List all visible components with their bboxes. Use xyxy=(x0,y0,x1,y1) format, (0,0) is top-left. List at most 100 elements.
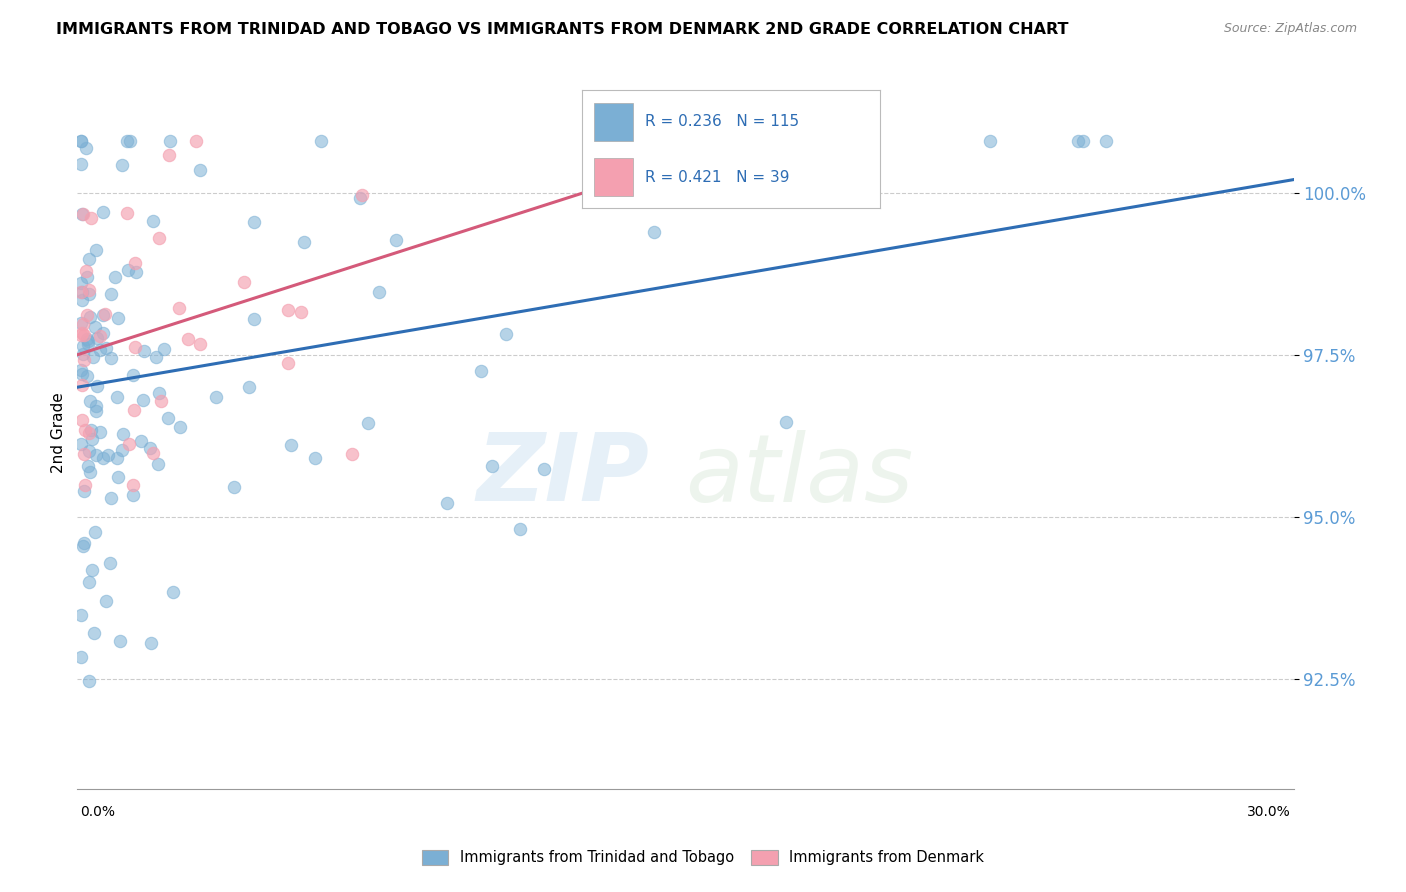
Point xyxy=(162,585,184,599)
Point xyxy=(75,264,97,278)
Point xyxy=(98,556,121,570)
Point xyxy=(91,450,114,465)
Point xyxy=(132,393,155,408)
Point xyxy=(70,650,93,665)
Text: atlas: atlas xyxy=(686,430,914,521)
Point xyxy=(277,356,299,370)
Point xyxy=(169,420,191,434)
Point xyxy=(86,399,108,413)
Point xyxy=(72,484,94,499)
Text: 30.0%: 30.0% xyxy=(1247,805,1291,819)
Point xyxy=(150,394,173,409)
Point xyxy=(280,438,302,452)
Point xyxy=(188,163,211,178)
Point xyxy=(70,134,93,148)
Point xyxy=(118,134,141,148)
Point xyxy=(294,235,316,250)
Point xyxy=(89,425,111,439)
Point xyxy=(821,134,844,148)
Point xyxy=(169,301,191,316)
Point xyxy=(129,434,152,449)
Point xyxy=(86,331,108,345)
Point xyxy=(340,447,363,461)
Point xyxy=(77,336,100,351)
Point xyxy=(495,327,517,342)
Point xyxy=(73,446,96,460)
Point xyxy=(1095,134,1118,148)
Point xyxy=(104,270,127,285)
Point xyxy=(76,369,98,384)
Point xyxy=(100,286,122,301)
Point xyxy=(146,457,169,471)
Point xyxy=(121,368,143,382)
Point xyxy=(84,319,107,334)
Point xyxy=(79,394,101,409)
Point xyxy=(70,316,93,330)
Point xyxy=(97,448,120,462)
Point xyxy=(80,211,103,225)
Point xyxy=(350,188,373,202)
Point xyxy=(72,536,94,550)
Point xyxy=(70,413,93,427)
Point xyxy=(159,134,181,148)
Y-axis label: 2nd Grade: 2nd Grade xyxy=(51,392,66,473)
Point xyxy=(76,332,98,346)
Point xyxy=(72,368,94,382)
Point xyxy=(70,437,93,451)
Point xyxy=(72,339,94,353)
Point xyxy=(72,346,94,360)
Point xyxy=(188,337,211,351)
Text: IMMIGRANTS FROM TRINIDAD AND TOBAGO VS IMMIGRANTS FROM DENMARK 2ND GRADE CORRELA: IMMIGRANTS FROM TRINIDAD AND TOBAGO VS I… xyxy=(56,22,1069,37)
Point xyxy=(139,636,162,650)
Point xyxy=(70,607,93,622)
Point xyxy=(70,362,93,376)
Point xyxy=(309,134,332,148)
Point xyxy=(124,256,146,270)
Point xyxy=(77,458,100,473)
Point xyxy=(77,283,100,297)
Point xyxy=(72,539,94,553)
Point xyxy=(384,233,406,247)
Point xyxy=(79,287,101,301)
Point xyxy=(82,351,104,365)
Point xyxy=(100,491,122,505)
Point xyxy=(233,275,256,289)
Point xyxy=(242,215,264,229)
Point xyxy=(86,379,108,393)
Point xyxy=(94,308,117,322)
Point xyxy=(125,264,148,278)
Point xyxy=(76,270,98,285)
Point xyxy=(132,344,155,359)
Point xyxy=(122,477,145,491)
Point xyxy=(84,525,107,540)
Point xyxy=(107,310,129,325)
Point xyxy=(73,352,96,367)
Point xyxy=(117,262,139,277)
Point xyxy=(145,351,167,365)
Point xyxy=(509,522,531,536)
Point xyxy=(72,317,94,331)
Point xyxy=(124,340,146,354)
Point xyxy=(349,191,371,205)
Point xyxy=(979,134,1001,148)
Point xyxy=(79,252,101,266)
Point xyxy=(79,310,101,324)
Point xyxy=(157,410,180,425)
Point xyxy=(76,308,98,322)
Point xyxy=(238,380,260,394)
Point xyxy=(80,423,103,437)
Point xyxy=(481,458,503,473)
Point xyxy=(436,495,458,509)
Point xyxy=(96,593,118,607)
Point xyxy=(86,243,108,257)
Point xyxy=(142,446,165,460)
Point xyxy=(115,205,138,219)
Point xyxy=(368,285,391,300)
Point xyxy=(152,342,174,356)
Point xyxy=(77,444,100,458)
Point xyxy=(73,477,96,491)
Point xyxy=(77,673,100,688)
Point xyxy=(94,341,117,355)
Point xyxy=(70,378,93,392)
Point xyxy=(142,214,165,228)
